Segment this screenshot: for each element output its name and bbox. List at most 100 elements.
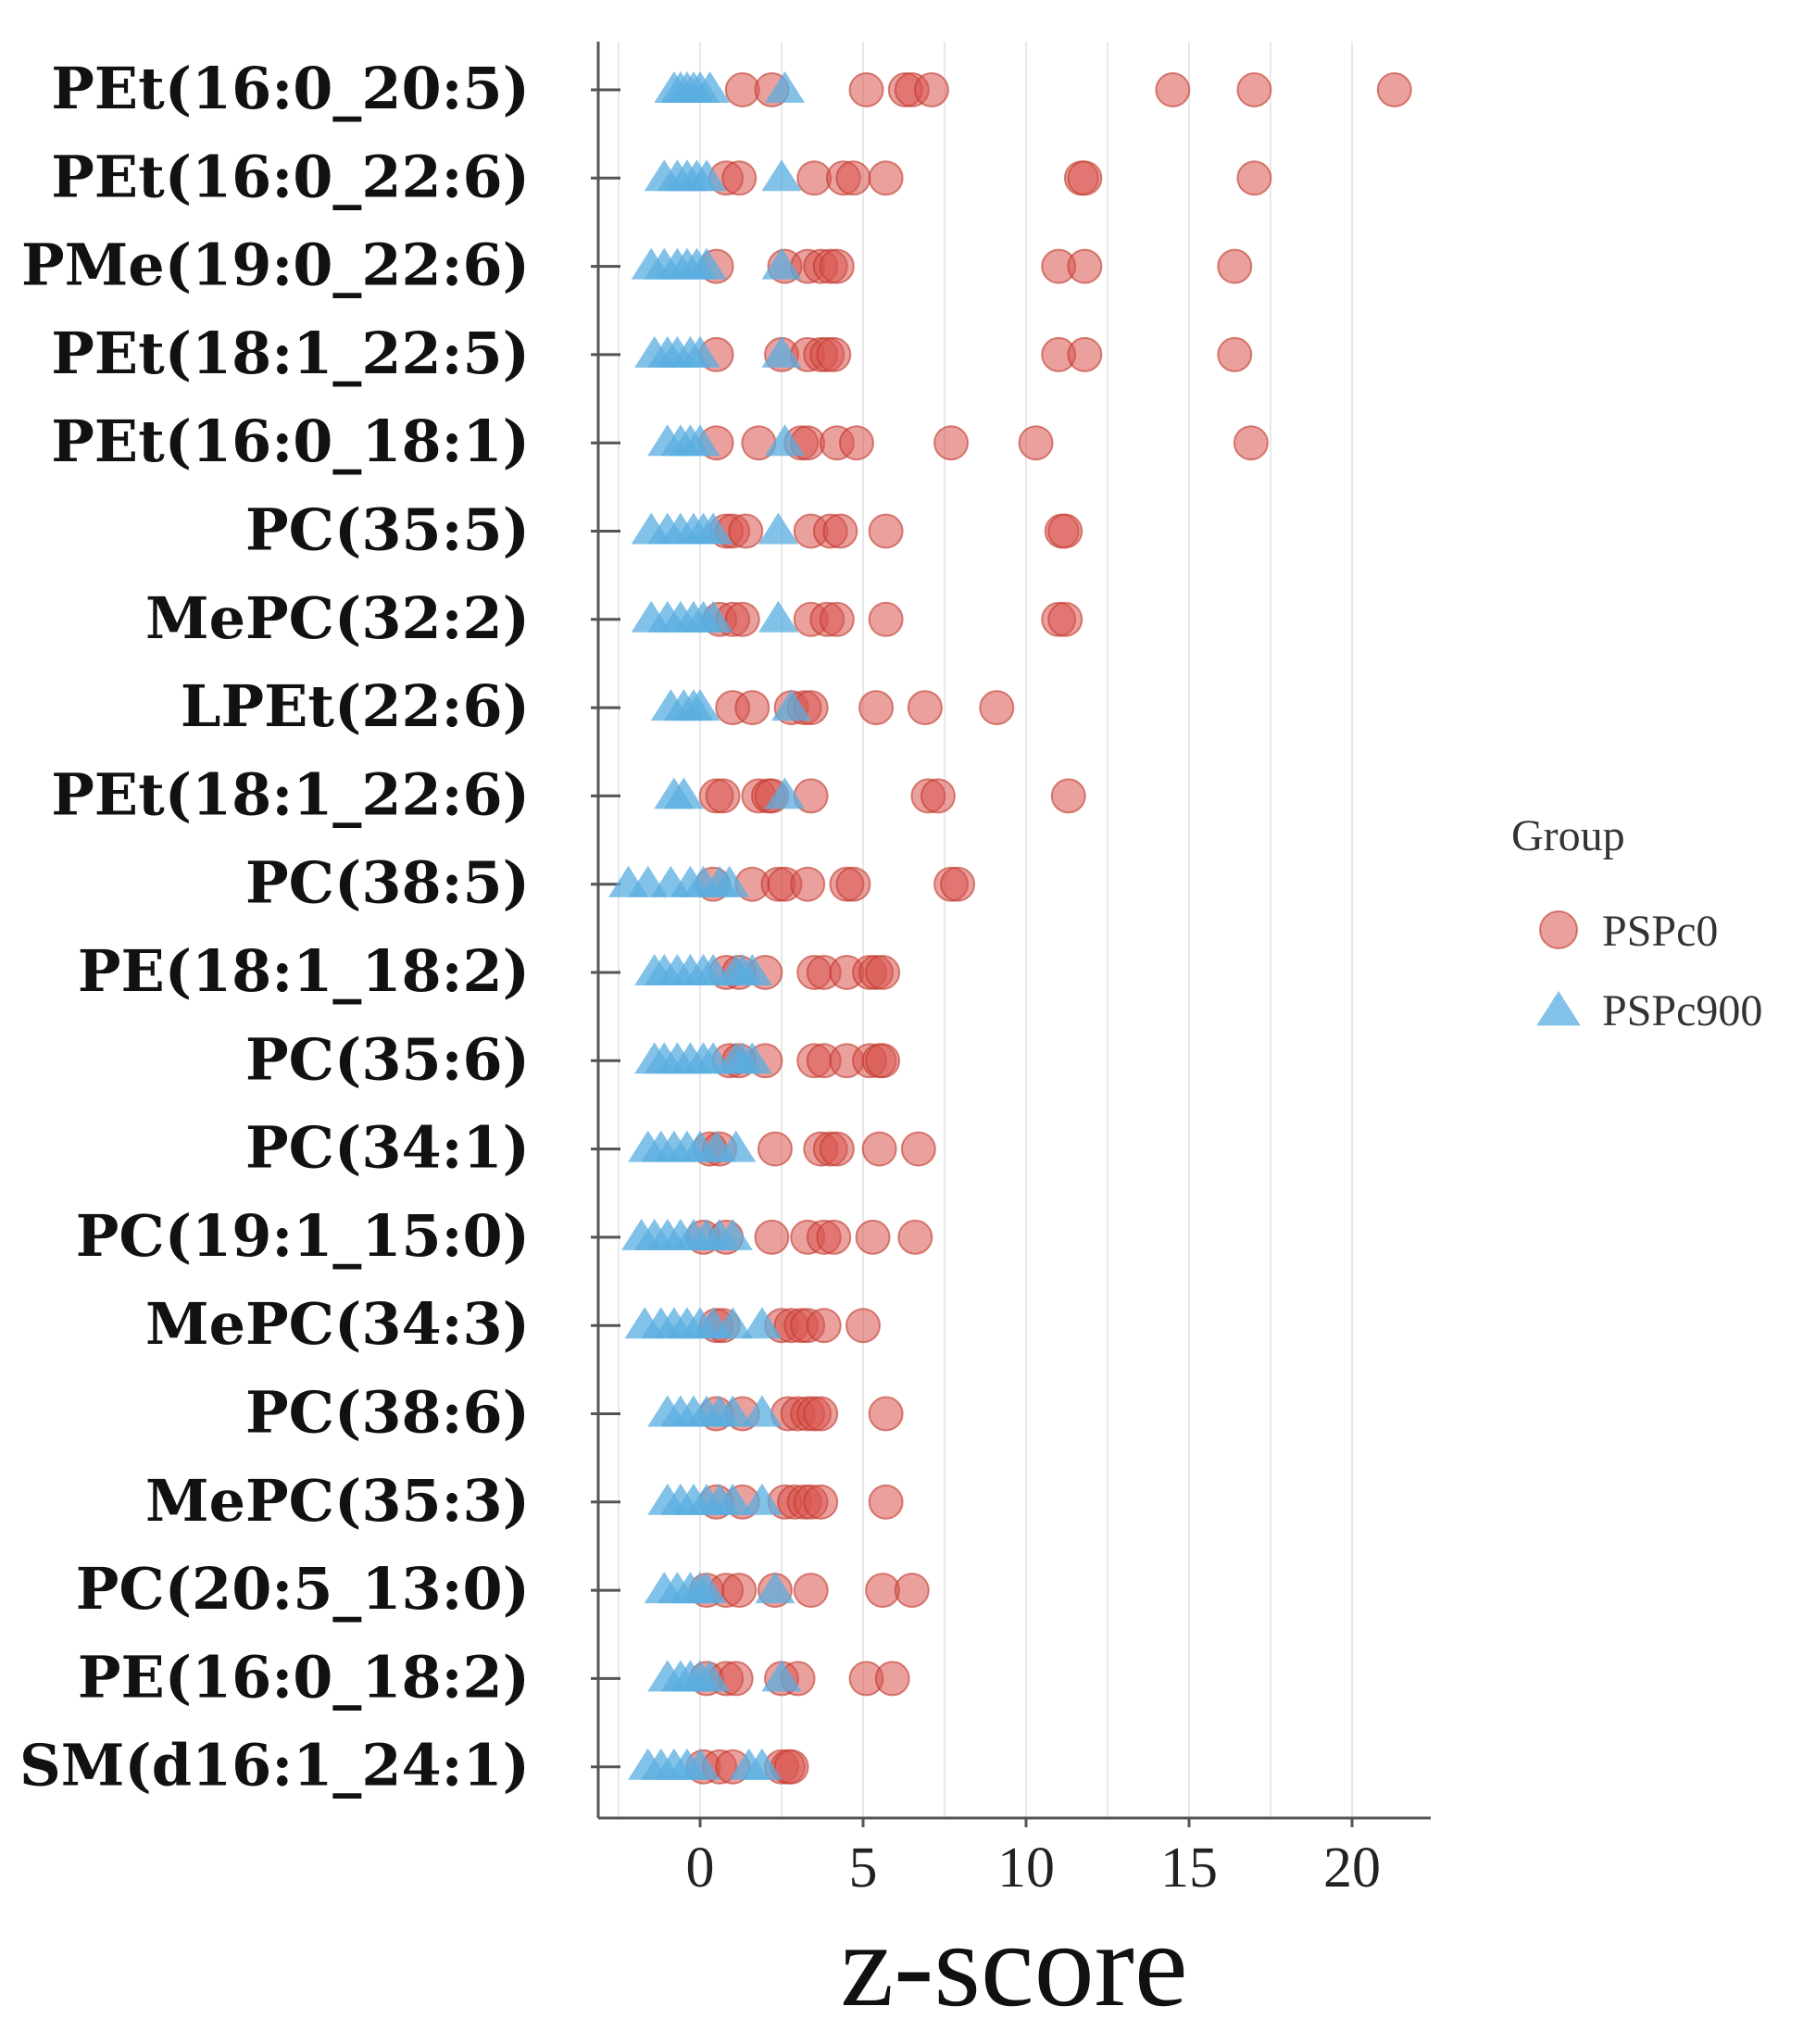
data-point-pspc0 [803, 1484, 839, 1520]
data-point-pspc0 [754, 1219, 790, 1255]
y-tick-labels: PEt(16:0_20:5) PEt(16:0_22:6) PMe(19:0_22:… [19, 55, 620, 1799]
x-tick-label: 10 [997, 1837, 1055, 1900]
gridlines [618, 42, 1353, 1818]
data-point-pspc0 [1155, 72, 1191, 107]
data-point-pspc900 [742, 1307, 783, 1339]
legend-label-pspc0: PSPc0 [1602, 907, 1718, 956]
data-point-pspc900 [764, 777, 806, 809]
data-point-pspc0 [835, 866, 871, 902]
data-point-pspc0 [868, 601, 904, 637]
series-pspc0 [685, 72, 1412, 1785]
data-point-pspc900 [761, 159, 802, 192]
data-point-pspc0 [900, 1131, 936, 1167]
data-point-pspc0 [1050, 778, 1086, 814]
data-point-pspc0 [835, 160, 871, 196]
y-tick-label: PC(35:5) [245, 496, 530, 564]
legend: Group PSPc0 PSPc900 [1511, 811, 1762, 1035]
y-tick-label: MePC(35:3) [145, 1467, 530, 1535]
data-point-pspc0 [728, 513, 764, 549]
data-point-pspc0 [855, 1219, 891, 1255]
y-tick-label: PEt(16:0_18:1) [51, 408, 530, 475]
data-point-pspc0 [868, 160, 904, 196]
data-point-pspc0 [705, 778, 741, 814]
data-point-pspc900 [680, 689, 720, 721]
data-point-pspc0 [816, 336, 852, 372]
data-point-pspc0 [1236, 72, 1272, 107]
data-point-pspc0 [803, 1396, 839, 1432]
y-tick-label: PEt(18:1_22:5) [51, 320, 530, 387]
data-point-pspc0 [1236, 160, 1272, 196]
data-point-pspc0 [724, 601, 760, 637]
data-point-pspc0 [819, 248, 855, 284]
data-point-pspc900 [732, 1042, 772, 1074]
data-point-pspc900 [686, 159, 727, 192]
data-point-pspc0 [773, 1749, 809, 1785]
data-point-pspc0 [721, 160, 758, 196]
data-point-pspc900 [755, 1572, 795, 1604]
series-pspc900 [607, 71, 812, 1780]
axes [596, 42, 1431, 1820]
data-point-pspc900 [761, 1660, 802, 1692]
y-tick-label: SM(d16:1_24:1) [19, 1732, 530, 1799]
x-tick-label: 5 [849, 1837, 878, 1900]
data-point-pspc0 [933, 425, 970, 461]
y-tick-label: PC(38:6) [245, 1379, 530, 1447]
data-point-pspc0 [1047, 601, 1083, 637]
data-point-pspc0 [858, 690, 895, 726]
x-tick-label: 15 [1160, 1837, 1218, 1900]
y-tick-label: PC(34:1) [245, 1114, 530, 1182]
data-point-pspc0 [1067, 248, 1103, 284]
data-point-pspc900 [758, 512, 799, 545]
data-point-pspc900 [680, 335, 720, 368]
data-point-pspc900 [764, 424, 806, 457]
y-tick-label: PC(38:5) [245, 849, 530, 917]
data-point-pspc900 [742, 1748, 783, 1780]
data-point-pspc0 [1018, 425, 1054, 461]
data-point-pspc900 [758, 600, 799, 633]
data-point-pspc0 [721, 1573, 758, 1609]
data-point-pspc0 [865, 1573, 901, 1609]
data-point-pspc0 [806, 1308, 842, 1344]
data-point-pspc0 [940, 866, 976, 902]
x-tick-label: 0 [686, 1837, 715, 1900]
data-point-pspc0 [868, 1396, 904, 1432]
data-point-pspc0 [819, 1131, 855, 1167]
legend-label-pspc900: PSPc900 [1602, 986, 1762, 1035]
data-point-pspc0 [848, 72, 884, 107]
data-point-pspc0 [894, 1573, 930, 1609]
data-point-pspc900 [770, 689, 812, 721]
data-point-pspc0 [865, 955, 901, 990]
y-tick-label: PE(16:0_18:2) [78, 1643, 530, 1711]
data-point-pspc0 [724, 72, 760, 107]
data-point-pspc0 [865, 1043, 901, 1079]
data-point-pspc900 [680, 1748, 720, 1780]
data-point-pspc900 [716, 1130, 757, 1162]
x-tick-labels: 0 5 10 15 20 [686, 1818, 1381, 1900]
data-point-pspc900 [712, 1483, 753, 1515]
legend-marker-pspc900 [1536, 991, 1581, 1026]
data-point-pspc900 [686, 247, 727, 280]
y-tick-label: PEt(18:1_22:6) [51, 760, 530, 828]
y-tick-label: PEt(16:0_22:6) [51, 143, 530, 210]
data-point-pspc0 [1233, 425, 1269, 461]
data-point-pspc0 [819, 601, 855, 637]
data-point-pspc900 [742, 1483, 783, 1515]
legend-title: Group [1511, 811, 1625, 860]
data-point-pspc900 [761, 247, 802, 280]
x-tick-label: 20 [1323, 1837, 1381, 1900]
data-point-pspc900 [732, 954, 772, 985]
data-point-pspc0 [868, 513, 904, 549]
data-point-pspc0 [757, 1131, 793, 1167]
data-point-pspc0 [907, 690, 943, 726]
data-point-pspc0 [845, 1308, 881, 1344]
data-point-pspc0 [816, 1219, 852, 1255]
data-point-pspc0 [822, 513, 858, 549]
data-point-pspc900 [686, 1572, 727, 1604]
data-point-pspc0 [796, 160, 833, 196]
data-point-pspc900 [663, 777, 704, 809]
data-point-pspc0 [861, 1131, 897, 1167]
y-tick-label: LPEt(22:6) [181, 672, 530, 740]
data-point-pspc900 [712, 1395, 753, 1427]
y-tick-label: MePC(32:2) [145, 584, 530, 652]
